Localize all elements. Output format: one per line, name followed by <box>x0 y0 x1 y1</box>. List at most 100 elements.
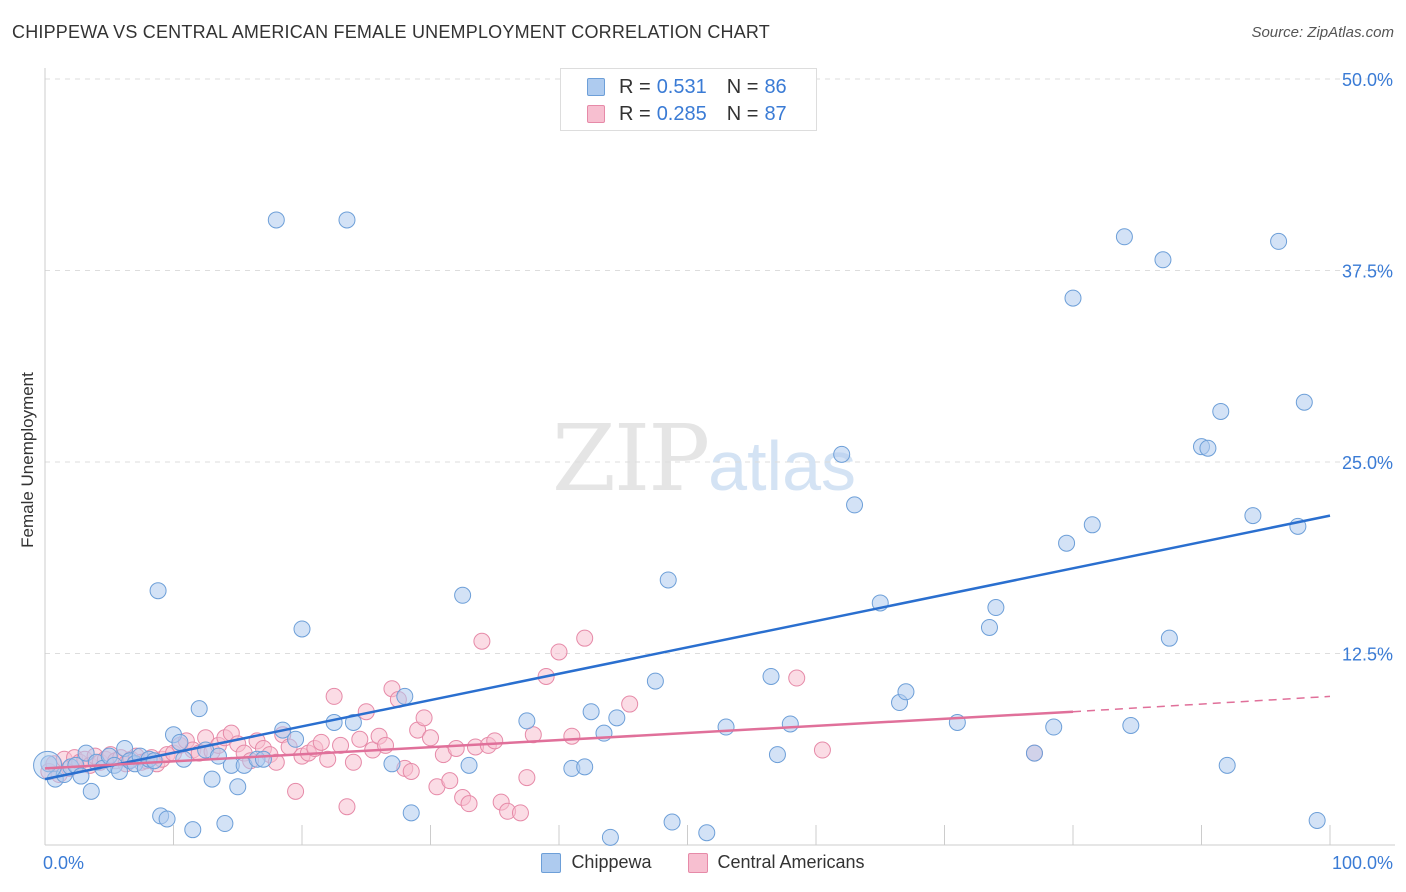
legend-n-value: 87 <box>764 102 787 125</box>
data-point-chippewa <box>216 815 234 833</box>
x-tick-label: 100.0% <box>1332 853 1393 873</box>
data-point-chippewa <box>1064 289 1082 307</box>
legend-r-label: R = <box>619 75 651 98</box>
data-point-central-americans <box>402 762 420 780</box>
legend-r-value: 0.285 <box>656 102 707 125</box>
data-point-central-americans <box>447 739 465 757</box>
data-point-central-americans <box>332 736 350 754</box>
data-point-chippewa <box>383 755 401 773</box>
trend-line-chippewa <box>44 514 1331 781</box>
bottom-legend-central-americans: Central Americans <box>687 852 865 873</box>
data-point-chippewa <box>576 758 594 776</box>
data-point-chippewa <box>1058 534 1076 552</box>
data-point-chippewa <box>402 804 420 822</box>
data-point-chippewa <box>768 746 786 764</box>
data-point-central-americans <box>312 733 330 751</box>
data-point-central-americans <box>511 804 529 822</box>
legend-n-label: N = <box>726 75 759 98</box>
data-point-chippewa <box>190 700 208 718</box>
legend-row-chippewa: R = 0.531 N = 86 <box>587 75 787 99</box>
data-point-chippewa <box>1244 507 1262 525</box>
data-point-chippewa <box>338 211 356 229</box>
data-point-chippewa <box>1045 718 1063 736</box>
data-point-chippewa <box>158 810 176 828</box>
series-chippewa <box>33 211 1326 846</box>
x-tick-label: 0.0% <box>43 853 84 873</box>
legend-swatch-central-americans <box>587 105 605 123</box>
trend-line-central-americans-extrapolated <box>1072 695 1331 713</box>
data-point-central-americans <box>344 753 362 771</box>
data-point-chippewa <box>171 733 189 751</box>
data-point-chippewa <box>229 778 247 796</box>
data-point-central-americans <box>621 695 639 713</box>
watermark-zip: ZIP <box>552 405 710 512</box>
data-point-chippewa <box>987 599 1005 617</box>
y-tick-label: 12.5% <box>1342 645 1393 665</box>
series-central-americans <box>40 629 1043 822</box>
data-point-chippewa <box>781 715 799 733</box>
data-point-chippewa <box>659 571 677 589</box>
data-point-chippewa <box>1154 251 1172 269</box>
data-point-central-americans <box>287 782 305 800</box>
data-point-chippewa <box>980 618 998 636</box>
data-point-chippewa <box>33 750 63 780</box>
data-point-chippewa <box>396 687 414 705</box>
data-point-central-americans <box>319 750 337 768</box>
bottom-legend-chippewa: Chippewa <box>541 852 652 873</box>
data-point-central-americans <box>550 643 568 661</box>
watermark: ZIPatlas <box>552 405 856 512</box>
data-point-chippewa <box>82 782 100 800</box>
legend-swatch-chippewa <box>587 78 605 96</box>
data-point-chippewa <box>1025 744 1043 762</box>
data-point-central-americans <box>441 772 459 790</box>
data-point-central-americans <box>338 798 356 816</box>
data-point-chippewa <box>663 813 681 831</box>
data-point-chippewa <box>582 703 600 721</box>
data-point-central-americans <box>460 795 478 813</box>
y-tick-label: 37.5% <box>1342 262 1393 282</box>
data-point-chippewa <box>1270 232 1288 250</box>
tick-labels: 12.5% 25.0% 37.5% 50.0% 0.0% 100.0% <box>43 70 1393 873</box>
data-point-chippewa <box>518 712 536 730</box>
axes <box>44 68 1395 846</box>
bottom-legend-label-central-americans: Central Americans <box>717 852 865 872</box>
data-point-chippewa <box>698 824 716 842</box>
data-point-central-americans <box>813 741 831 759</box>
data-point-chippewa <box>1160 629 1178 647</box>
bottom-legend-label-chippewa: Chippewa <box>571 852 652 872</box>
y-tick-label: 50.0% <box>1342 70 1393 90</box>
bottom-legend: Chippewa Central Americans <box>0 852 1406 873</box>
data-point-central-americans <box>788 669 806 687</box>
legend-r-label: R = <box>619 102 651 125</box>
legend-row-central-americans: R = 0.285 N = 87 <box>587 102 787 126</box>
bottom-legend-swatch-central-americans <box>687 852 708 873</box>
data-point-chippewa <box>1218 756 1236 774</box>
legend-n-value: 86 <box>764 75 787 98</box>
data-point-chippewa <box>1295 393 1313 411</box>
data-point-central-americans <box>351 730 369 748</box>
data-point-central-americans <box>422 729 439 747</box>
data-point-chippewa <box>846 496 864 514</box>
data-point-chippewa <box>1122 717 1140 735</box>
data-point-chippewa <box>203 770 221 788</box>
data-point-chippewa <box>460 756 478 774</box>
data-point-chippewa <box>1115 228 1133 246</box>
legend-r-value: 0.531 <box>656 75 707 98</box>
data-point-chippewa <box>1083 516 1101 534</box>
data-point-chippewa <box>608 709 626 727</box>
data-point-chippewa <box>344 713 362 731</box>
data-point-chippewa <box>254 750 272 768</box>
data-point-chippewa <box>833 445 851 463</box>
grid-lines <box>45 78 1395 654</box>
chart-title: CHIPPEWA VS CENTRAL AMERICAN FEMALE UNEM… <box>12 22 770 42</box>
data-point-chippewa <box>1308 811 1326 829</box>
data-point-chippewa <box>325 713 343 731</box>
bottom-legend-swatch-chippewa <box>541 852 562 873</box>
source-label: Source: ZipAtlas.com <box>1251 24 1394 41</box>
data-point-chippewa <box>717 718 735 736</box>
data-point-central-americans <box>415 709 433 727</box>
data-point-chippewa <box>1212 402 1230 420</box>
data-point-chippewa <box>454 586 472 604</box>
data-point-chippewa <box>293 620 311 638</box>
